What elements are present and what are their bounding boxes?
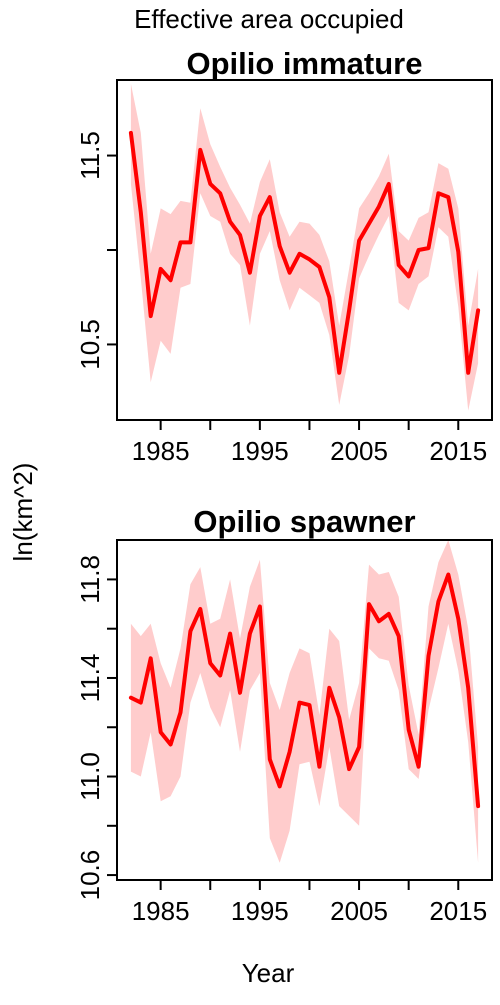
x-tick-label: 1985: [132, 436, 190, 466]
y-tick-label: 10.6: [75, 850, 105, 901]
x-tick-label: 2005: [330, 896, 388, 926]
series-line: [128, 130, 481, 375]
plot-frame: [116, 539, 493, 881]
x-tick-label: 2005: [330, 436, 388, 466]
y-tick-label: 11.8: [75, 555, 105, 604]
series-line: [128, 572, 481, 809]
y-tick-label: 10.5: [75, 319, 105, 370]
x-tick-label: 2015: [429, 896, 487, 926]
chart-panel-1: Opilio spawner 1985 1995 2005 2015 10.6 11.0 11…: [75, 504, 493, 926]
chart-title: Opilio spawner: [193, 504, 415, 539]
x-tick-label: 1985: [132, 896, 190, 926]
x-tick-label: 1995: [231, 896, 289, 926]
x-tick-label: 2015: [429, 436, 487, 466]
x-tick-label: 1995: [231, 436, 289, 466]
y-tick-label: 11.4: [75, 654, 105, 703]
confidence-band: [130, 83, 479, 411]
y-tick-label: 11.0: [75, 752, 105, 801]
y-tick-label: 11.5: [75, 131, 105, 180]
chart-panel-0: Opilio immature 1985 1995 2005 2015 10.5 11.5: [75, 46, 493, 466]
x-axis-label: Year: [242, 958, 295, 988]
figure-title: Effective area occupied: [134, 4, 404, 34]
chart-title: Opilio immature: [187, 46, 423, 81]
y-axis-label: ln(km^2): [8, 463, 38, 562]
